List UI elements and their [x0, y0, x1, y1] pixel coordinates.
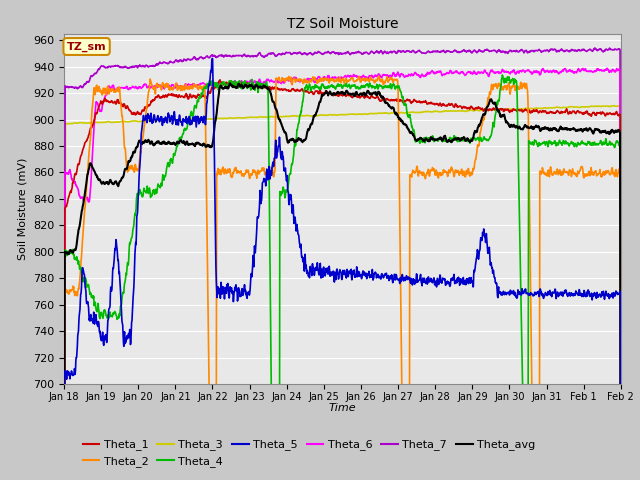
Theta_1 [297, 87, 305, 93]
X-axis label: Time: Time [328, 403, 356, 413]
Line: Theta_1: Theta_1 [64, 80, 621, 480]
Theta_4 [318, 83, 326, 88]
Theta_3 [377, 110, 385, 116]
Theta_4 [297, 111, 305, 117]
Theta_7 [103, 65, 111, 71]
Theta_7 [126, 65, 134, 71]
Theta_avg [297, 136, 305, 142]
Theta_7 [296, 50, 304, 56]
Theta_2 [308, 78, 316, 84]
Y-axis label: Soil Moisture (mV): Soil Moisture (mV) [17, 157, 28, 260]
Line: Theta_4: Theta_4 [64, 75, 621, 480]
Theta_1 [103, 98, 111, 104]
Theta_5 [318, 271, 326, 277]
Theta_2 [378, 79, 385, 84]
Theta_4 [103, 315, 111, 321]
Theta_avg [378, 94, 385, 99]
Theta_4 [126, 240, 134, 245]
Theta_1 [308, 89, 316, 95]
Theta_7 [617, 467, 625, 472]
Theta_7 [318, 51, 326, 57]
Theta_3 [103, 119, 111, 125]
Theta_6 [296, 79, 304, 84]
Theta_7 [377, 49, 385, 55]
Line: Theta_3: Theta_3 [64, 106, 621, 480]
Theta_avg [308, 121, 316, 127]
Theta_1 [216, 77, 224, 83]
Theta_5 [209, 56, 216, 61]
Theta_6 [377, 74, 385, 80]
Theta_7 [606, 45, 614, 51]
Theta_5 [378, 273, 385, 279]
Theta_avg [126, 158, 134, 164]
Theta_1 [378, 97, 385, 103]
Line: Theta_2: Theta_2 [64, 76, 621, 480]
Theta_3 [610, 103, 618, 108]
Theta_7 [308, 51, 316, 57]
Theta_1 [318, 91, 326, 96]
Theta_1 [617, 411, 625, 417]
Line: Theta_6: Theta_6 [64, 68, 621, 480]
Theta_3 [318, 112, 326, 118]
Theta_3 [126, 119, 134, 125]
Theta_2 [318, 78, 326, 84]
Theta_1 [126, 108, 134, 113]
Title: TZ Soil Moisture: TZ Soil Moisture [287, 17, 398, 31]
Theta_6 [604, 65, 611, 71]
Theta_6 [318, 78, 326, 84]
Theta_avg [226, 80, 234, 86]
Theta_4 [308, 84, 316, 90]
Line: Theta_avg: Theta_avg [64, 83, 621, 480]
Theta_2 [296, 76, 304, 82]
Theta_4 [499, 72, 506, 78]
Theta_2 [126, 165, 134, 171]
Theta_5 [308, 265, 316, 271]
Theta_avg [103, 179, 111, 185]
Theta_6 [126, 85, 134, 91]
Theta_avg [318, 92, 326, 97]
Theta_2 [103, 86, 111, 92]
Theta_3 [296, 113, 304, 119]
Line: Theta_5: Theta_5 [64, 59, 621, 480]
Theta_5 [126, 326, 134, 332]
Theta_6 [308, 76, 316, 82]
Theta_3 [308, 113, 316, 119]
Line: Theta_7: Theta_7 [64, 48, 621, 480]
Theta_6 [103, 90, 111, 96]
Text: TZ_sm: TZ_sm [67, 41, 106, 52]
Theta_5 [103, 335, 111, 341]
Theta_4 [378, 83, 385, 89]
Legend: Theta_1, Theta_2, Theta_3, Theta_4, Theta_5, Theta_6, Theta_7, Theta_avg: Theta_1, Theta_2, Theta_3, Theta_4, Thet… [78, 435, 540, 471]
Theta_5 [297, 242, 305, 248]
Theta_2 [375, 73, 383, 79]
